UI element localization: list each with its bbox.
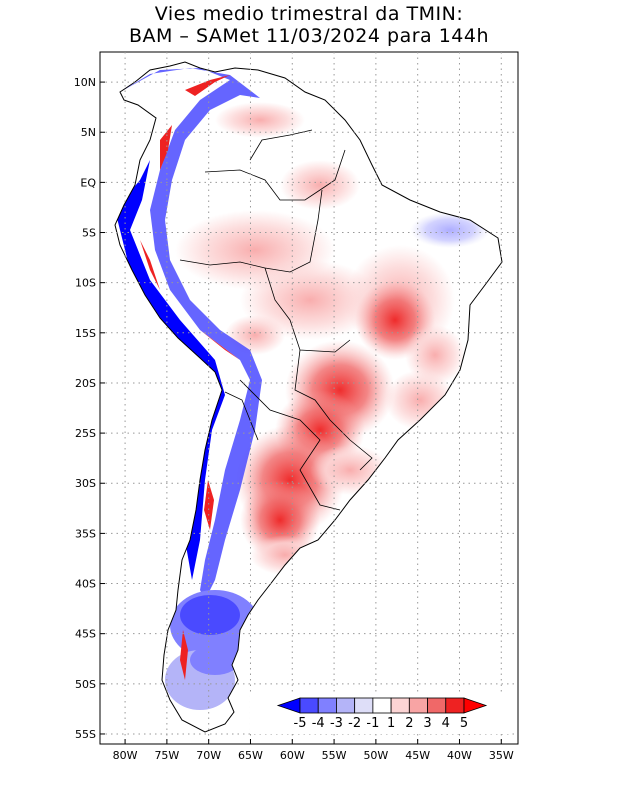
- lat-label: 55S: [75, 728, 96, 741]
- colorbar-label: -5: [294, 716, 307, 731]
- colorbar: -5 -4 -3 -2 -1 1 2 3 4 5: [250, 694, 512, 734]
- lat-label: 20S: [75, 377, 96, 390]
- lat-label: 45S: [75, 628, 96, 641]
- latitude-labels: 10N 5N EQ 5S 10S 15S 20S 25S 30S 35S 40S 45S 50S 55S: [74, 76, 97, 741]
- colorbar-label: 3: [423, 716, 431, 731]
- lon-label: 45W: [405, 749, 430, 762]
- lon-label: 65W: [238, 749, 263, 762]
- lat-label: 35S: [75, 527, 96, 540]
- colorbar-box: [372, 697, 392, 714]
- lon-label: 70W: [196, 749, 221, 762]
- map-frame: [99, 51, 519, 745]
- colorbar-box: [336, 697, 356, 714]
- bias-field: [115, 62, 502, 732]
- colorbar-label: 4: [442, 716, 450, 731]
- lon-label: 75W: [154, 749, 179, 762]
- lat-label: 40S: [75, 578, 96, 591]
- lat-label: 25S: [75, 427, 96, 440]
- colorbar-label: 1: [387, 716, 395, 731]
- lon-label: 55W: [322, 749, 347, 762]
- colorbar-box: [354, 697, 374, 714]
- colorbar-label: 2: [405, 716, 413, 731]
- map-title-line2: BAM – SAMet 11/03/2024 para 144h: [128, 25, 490, 47]
- colorbar-box: [427, 697, 447, 714]
- colorbar-box: [390, 697, 410, 714]
- map-title-line1: Vies medio trimestral da TMIN:: [154, 3, 464, 25]
- lat-label: 10N: [74, 76, 96, 89]
- lon-label: 35W: [489, 749, 514, 762]
- colorbar-label: -2: [348, 716, 361, 731]
- colorbar-box: [408, 697, 428, 714]
- lat-label: 5N: [81, 126, 96, 139]
- lon-label: 50W: [363, 749, 388, 762]
- lon-label: 40W: [447, 749, 472, 762]
- colorbar-label: -4: [312, 716, 325, 731]
- lon-label: 60W: [280, 749, 305, 762]
- colorbar-label: -3: [330, 716, 343, 731]
- colorbar-box: [445, 697, 465, 714]
- lat-label: 5S: [82, 227, 96, 240]
- lat-label: 30S: [75, 477, 96, 490]
- lon-label: 80W: [113, 749, 138, 762]
- country-borders: [179, 129, 373, 511]
- colorbar-arrow-high: [463, 697, 488, 714]
- colorbar-box: [317, 697, 337, 714]
- lat-label: 10S: [75, 277, 96, 290]
- longitude-labels: 80W 75W 70W 65W 60W 55W 50W 45W 40W 35W: [113, 749, 514, 762]
- colorbar-box: [299, 697, 319, 714]
- lat-label: EQ: [80, 176, 96, 189]
- colorbar-label: -1: [366, 716, 379, 731]
- lat-label: 50S: [75, 678, 96, 691]
- colorbar-label: 5: [460, 716, 468, 731]
- lat-label: 15S: [75, 327, 96, 340]
